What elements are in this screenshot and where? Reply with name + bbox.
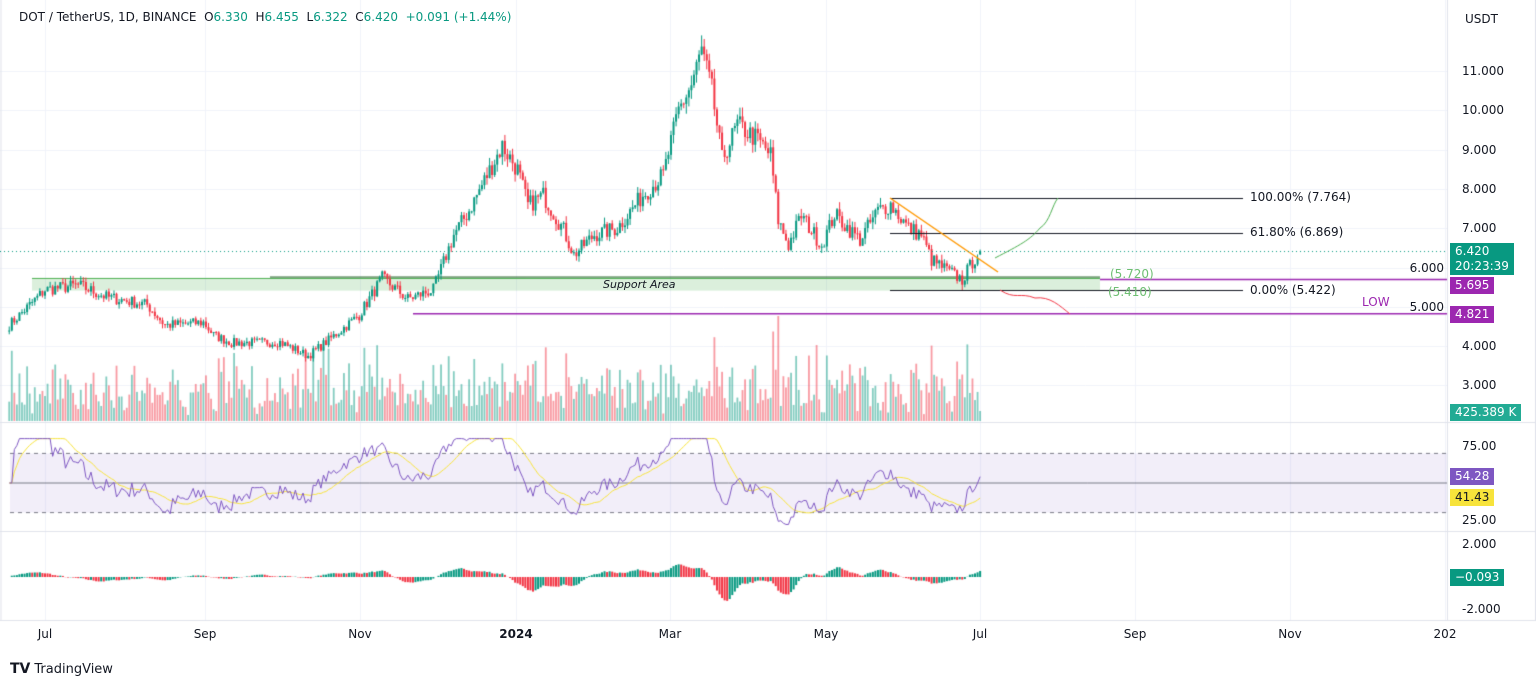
low-label: L — [306, 10, 314, 24]
osc-tag: −0.093 — [1450, 569, 1505, 586]
date-tick: Mar — [658, 627, 682, 641]
support-top-label: (5.720) — [1110, 267, 1154, 281]
date-tick: Nov — [348, 627, 372, 641]
low-value: 6.322 — [313, 10, 348, 24]
low-annotation: LOW — [1362, 295, 1390, 309]
brand-name: TradingView — [34, 661, 113, 677]
high-label: H — [255, 10, 265, 24]
open-value: 6.330 — [213, 10, 248, 24]
last-price: 6.420 — [1455, 244, 1490, 258]
price-tick: 4.000 — [1462, 339, 1497, 354]
price-tick: 7.000 — [1462, 221, 1497, 236]
price-tick: 8.000 — [1462, 181, 1497, 196]
date-tick: Jul — [37, 627, 53, 641]
volume-tag: 425.389 K — [1450, 404, 1522, 421]
high-value: 6.455 — [264, 10, 299, 24]
date-tick: 202 — [1433, 627, 1457, 641]
currency-label[interactable]: USDT — [1465, 12, 1498, 26]
price-tick: 5.000 — [1409, 299, 1444, 314]
symbol-title: DOT / TetherUS, 1D, BINANCE — [19, 10, 197, 24]
fib-618-label: 61.80% (6.869) — [1250, 225, 1344, 239]
fib-0-label: 0.00% (5.422) — [1250, 283, 1336, 297]
date-tick: 2024 — [499, 627, 533, 641]
open-label: O — [204, 10, 214, 24]
date-tick: Sep — [193, 627, 217, 641]
osc-tick: 2.000 — [1462, 537, 1497, 551]
date-tick: May — [813, 627, 839, 641]
change-value: +0.091 (+1.44%) — [405, 10, 512, 24]
tradingview-logo[interactable]: 𝗧𝗩 TradingView — [10, 661, 113, 677]
tradingview-logo-icon: 𝗧𝗩 — [10, 661, 31, 677]
date-tick: Nov — [1278, 627, 1302, 641]
osc-tick: -2.000 — [1462, 602, 1501, 616]
rsi-ma-tag: 41.43 — [1450, 489, 1495, 506]
fib-100-label: 100.00% (7.764) — [1250, 190, 1351, 204]
close-label: C — [355, 10, 364, 24]
price-tick: 9.000 — [1462, 142, 1497, 157]
bar-countdown: 20:23:39 — [1455, 259, 1509, 273]
date-tick: Jul — [972, 627, 988, 641]
rsi-tag: 54.28 — [1450, 468, 1495, 485]
support-bottom-label: (5.410) — [1108, 285, 1152, 299]
symbol-header: DOT / TetherUS, 1D, BINANCE O6.330 H6.45… — [19, 10, 511, 24]
price-tick: 6.000 — [1409, 260, 1444, 275]
price-tick: 10.000 — [1462, 103, 1504, 118]
resistance-tag: 5.695 — [1450, 277, 1495, 294]
date-tick: Sep — [1123, 627, 1147, 641]
low-tag: 4.821 — [1450, 306, 1495, 323]
price-tick: 11.000 — [1462, 64, 1504, 78]
rsi-tick: 25.00 — [1462, 513, 1497, 527]
price-tick: 3.000 — [1462, 378, 1497, 393]
close-value: 6.420 — [363, 10, 398, 24]
support-area-label: Support Area — [603, 278, 676, 291]
last-price-tag: 6.420 20:23:39 — [1450, 243, 1514, 275]
rsi-tick: 75.00 — [1462, 439, 1497, 453]
